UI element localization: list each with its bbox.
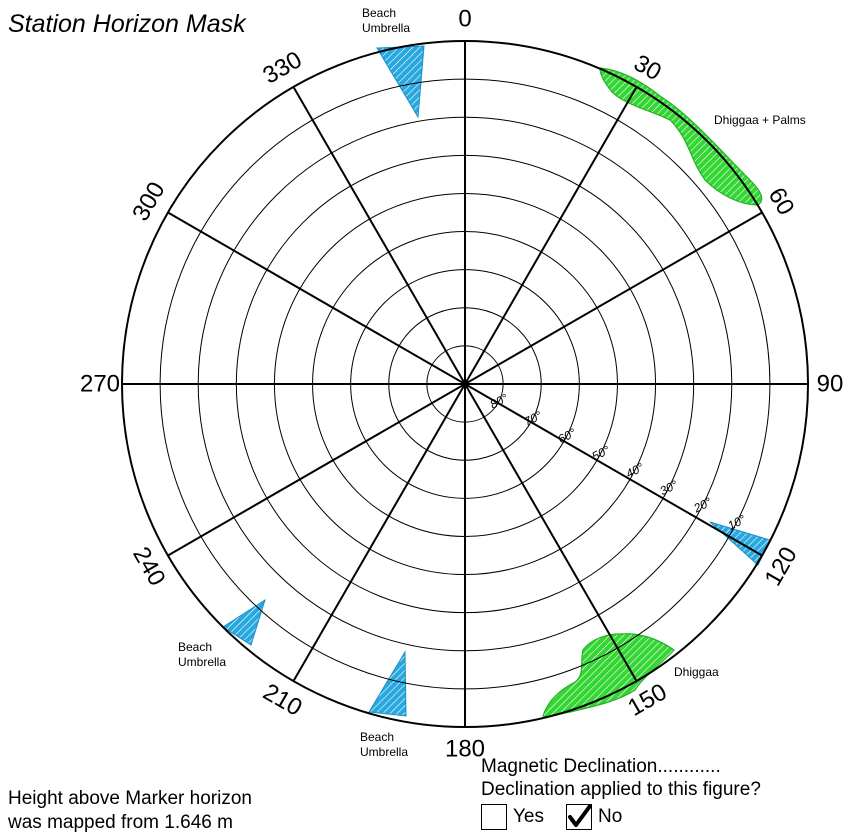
umbrella-obstruction-southwest	[222, 598, 266, 646]
page-title: Station Horizon Mask	[8, 10, 246, 38]
vegetation-obstruction-dhiggaa	[542, 633, 675, 718]
umbrella-obstruction-north	[376, 45, 425, 119]
azimuth-label-90: 90	[817, 371, 844, 398]
obstruction-label-north-line2: Umbrella	[362, 21, 410, 35]
azimuth-spoke-60	[464, 211, 763, 385]
azimuth-label-0: 0	[458, 6, 471, 33]
azimuth-spoke-210	[292, 383, 466, 682]
azimuth-spoke-150	[464, 383, 638, 682]
umbrella-obstruction-south	[368, 650, 407, 717]
azimuth-label-270: 270	[80, 371, 120, 398]
magnetic-declination-label: Magnetic Declination............	[481, 756, 721, 777]
elevation-label-70: 70°	[522, 408, 545, 429]
azimuth-spoke-330	[292, 86, 466, 385]
declination-question: Declination applied to this figure?	[481, 779, 761, 800]
obstruction-label-dhiggaa: Dhiggaa	[674, 665, 719, 679]
checkbox-no-label: No	[598, 806, 623, 827]
checkbox-no[interactable]: No	[566, 804, 622, 830]
azimuth-spoke-120	[464, 383, 763, 557]
elevation-label-50: 50°	[590, 443, 613, 464]
checkbox-yes-box[interactable]	[481, 804, 507, 830]
obstruction-label-southwest-line1: Beach	[178, 640, 212, 654]
height-note-line2: was mapped from 1.646 m	[8, 812, 233, 833]
vegetation-obstruction-dhiggaa-palms	[599, 67, 763, 206]
elevation-label-20: 20°	[691, 495, 715, 516]
height-note: Height above Marker horizon was mapped f…	[8, 787, 328, 835]
checkbox-yes-label: Yes	[513, 806, 544, 827]
obstruction-label-dhiggaa-palms: Dhiggaa + Palms	[714, 113, 806, 127]
elevation-label-60: 60°	[556, 425, 579, 446]
height-note-line1: Height above Marker horizon	[8, 788, 252, 809]
checkbox-yes[interactable]: Yes	[481, 804, 544, 830]
elevation-label-30: 30°	[657, 477, 680, 498]
azimuth-spoke-30	[464, 86, 638, 385]
obstruction-label-north-line1: Beach	[362, 6, 396, 20]
obstruction-label-southwest-line2: Umbrella	[178, 655, 226, 669]
azimuth-label-180: 180	[445, 736, 485, 763]
obstruction-label-south-line2: Umbrella	[360, 745, 408, 759]
checkmark-icon	[568, 804, 592, 827]
obstruction-label-south-line1: Beach	[360, 730, 394, 744]
azimuth-label-60: 60	[763, 183, 800, 220]
checkbox-no-box[interactable]	[566, 804, 592, 830]
azimuth-spoke-300	[167, 211, 466, 385]
azimuth-spoke-240	[167, 383, 466, 557]
